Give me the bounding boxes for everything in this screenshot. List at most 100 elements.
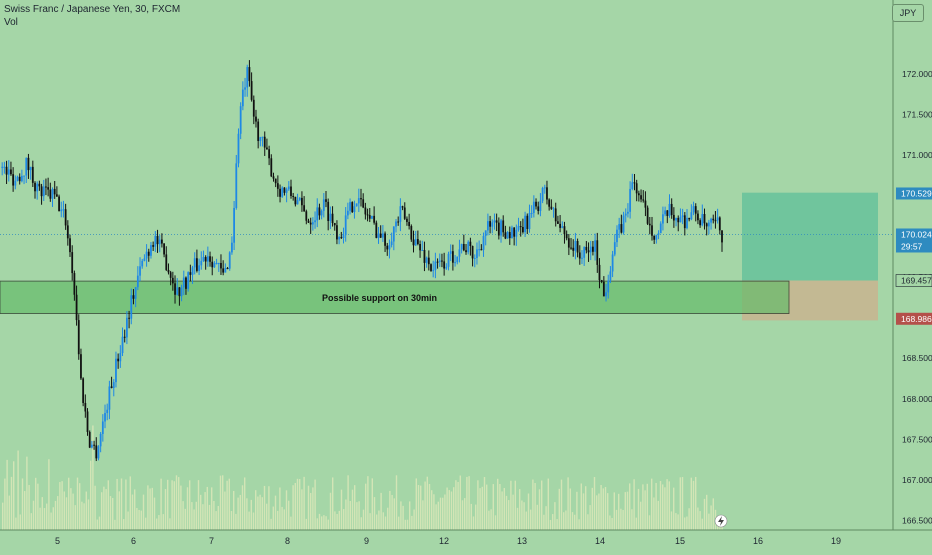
volume-bar (274, 495, 277, 530)
volume-bar (68, 477, 70, 530)
candle-body (132, 295, 135, 299)
price-marker-entry[interactable] (895, 274, 932, 287)
candle-body (633, 182, 636, 184)
volume-bar (237, 497, 239, 530)
candle-body (670, 203, 673, 215)
volume-bar (664, 487, 666, 530)
volume-bar (118, 491, 120, 530)
volume-bar (600, 485, 602, 530)
candle-body (274, 178, 277, 184)
candle-body (627, 211, 629, 214)
candle-body (473, 257, 476, 259)
candle-body (607, 280, 610, 293)
volume-bar (26, 456, 28, 530)
volume-bar (244, 477, 246, 530)
candle-body (130, 295, 133, 319)
candle-body (294, 196, 297, 205)
volume-bar (708, 513, 710, 530)
volume-bar (316, 518, 318, 530)
volume-bar (94, 485, 96, 530)
volume-bar (497, 478, 499, 530)
volume-bar (505, 495, 508, 530)
candle-body (287, 186, 290, 190)
candle-body (436, 261, 439, 263)
volume-bar (127, 511, 129, 530)
candle-body (353, 206, 356, 213)
volume-bar (580, 483, 582, 530)
candle-body (66, 225, 69, 239)
candle-body (653, 235, 656, 240)
volume-bar (626, 491, 629, 530)
volume-bar (554, 502, 556, 530)
candle-body (679, 217, 682, 223)
volume-bar (235, 513, 237, 530)
volume-bar (637, 488, 640, 530)
candle-body (563, 226, 566, 235)
x-tick-label: 13 (517, 536, 527, 546)
candle-body (592, 246, 594, 252)
candle-body (552, 208, 555, 210)
price-marker-stop[interactable] (896, 312, 932, 325)
candle-body (456, 256, 459, 263)
volume-bar (697, 507, 699, 530)
volume-bar (343, 509, 345, 530)
volume-bar (642, 484, 644, 530)
volume-bar (464, 498, 466, 530)
candle-body (513, 227, 516, 237)
candle-body (250, 81, 253, 100)
candle-body (327, 201, 330, 221)
candle-body (589, 246, 592, 253)
candle-body (458, 249, 461, 257)
volume-bar (499, 483, 501, 530)
candle-body (491, 222, 494, 227)
candle-body (176, 287, 179, 295)
candle-body (548, 199, 551, 207)
y-tick-label: 168.000 (902, 394, 932, 404)
candle-body (241, 89, 244, 107)
volume-bar (646, 483, 648, 530)
candle-body (486, 221, 489, 231)
volume-bar (138, 509, 140, 530)
candle-body (570, 247, 572, 249)
candle-body (379, 233, 382, 238)
candle-body (119, 353, 122, 362)
candle-body (93, 444, 95, 446)
volume-bar (48, 459, 50, 530)
candle-body (222, 268, 225, 273)
volume-bar (679, 477, 681, 530)
target-zone[interactable] (742, 192, 878, 281)
volume-bar (675, 513, 677, 530)
price-marker-last[interactable] (896, 228, 932, 253)
candle-body (333, 223, 336, 226)
volume-bar (439, 497, 442, 530)
volume-bar (96, 519, 98, 530)
volume-bar (41, 497, 43, 530)
candle-body (554, 208, 557, 222)
candle-body (557, 221, 559, 224)
volume-bar (532, 479, 534, 530)
candle-body (36, 183, 39, 192)
candle-body (145, 251, 148, 259)
candle-body (467, 241, 470, 253)
volume-bar (446, 487, 448, 530)
candle-body (373, 215, 376, 223)
volume-bar (624, 492, 626, 530)
candle-body (193, 258, 196, 268)
volume-bar (294, 482, 296, 530)
lightning-glyph (718, 516, 724, 526)
volume-bar (217, 505, 219, 530)
currency-button[interactable]: JPY (892, 4, 924, 22)
volume-bar (299, 479, 301, 530)
price-marker-target[interactable] (896, 187, 932, 200)
candle-body (692, 206, 695, 213)
volume-bar (604, 486, 607, 530)
volume-bar (109, 496, 112, 530)
candle-body (42, 186, 45, 197)
y-tick-label: 171.500 (902, 110, 932, 120)
candle-body (567, 238, 570, 248)
volume-bar (585, 486, 587, 530)
volume-bar (433, 494, 435, 530)
price-marker-label: 170.024 (901, 229, 932, 239)
